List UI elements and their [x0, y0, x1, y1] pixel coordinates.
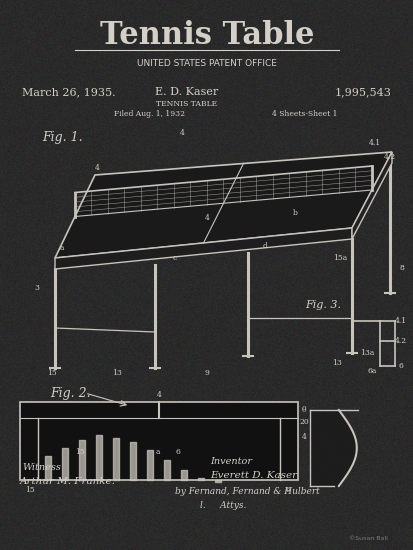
Text: TENNIS TABLE: TENNIS TABLE [156, 100, 217, 108]
Text: Fig. 1.: Fig. 1. [42, 131, 83, 145]
Text: θ: θ [301, 406, 306, 414]
Text: 3: 3 [34, 284, 39, 292]
Text: 15: 15 [47, 369, 57, 377]
Text: d: d [262, 242, 267, 250]
Text: 20: 20 [299, 418, 308, 426]
Text: UNITED STATES PATENT OFFICE: UNITED STATES PATENT OFFICE [137, 58, 276, 68]
Text: 15: 15 [75, 448, 85, 456]
Text: ©Susan Ball: ©Susan Ball [348, 536, 387, 541]
Text: a: a [59, 244, 64, 252]
Text: b: b [292, 209, 297, 217]
Text: 4: 4 [301, 433, 306, 441]
Text: 15: 15 [25, 486, 35, 494]
Text: 9: 9 [204, 369, 209, 377]
Polygon shape [55, 228, 351, 269]
Text: 6a: 6a [366, 367, 376, 375]
Text: E. D. Kaser: E. D. Kaser [155, 87, 218, 97]
Text: 4 Sheets-Sheet 1: 4 Sheets-Sheet 1 [272, 110, 337, 118]
Text: 4.1: 4.1 [394, 317, 406, 325]
Text: 4: 4 [204, 214, 209, 222]
Text: March 26, 1935.: March 26, 1935. [22, 87, 115, 97]
Text: Filed Aug. 1, 1932: Filed Aug. 1, 1932 [114, 110, 185, 118]
Text: Fig. 3.: Fig. 3. [304, 300, 340, 310]
Text: 4.2: 4.2 [394, 337, 406, 345]
Text: 13: 13 [331, 359, 341, 367]
Text: l.     Attys.: l. Attys. [199, 502, 246, 510]
Polygon shape [351, 152, 391, 239]
Text: 6: 6 [285, 486, 290, 494]
Text: 4.2: 4.2 [383, 153, 395, 161]
Polygon shape [55, 152, 391, 258]
Text: c: c [173, 254, 177, 262]
Text: Everett D. Kaser: Everett D. Kaser [209, 471, 297, 481]
Text: 4: 4 [156, 391, 161, 399]
Text: 4.1: 4.1 [368, 139, 380, 147]
Text: 13: 13 [112, 369, 122, 377]
Text: 4: 4 [94, 164, 99, 172]
Text: Arthur M. Franke.: Arthur M. Franke. [20, 477, 116, 487]
Text: 4: 4 [179, 129, 184, 137]
Text: Fig. 2.: Fig. 2. [50, 387, 90, 399]
Text: 6: 6 [175, 448, 180, 456]
Text: Inventor: Inventor [209, 458, 252, 466]
Text: 1,995,543: 1,995,543 [334, 87, 391, 97]
Text: 6: 6 [398, 362, 402, 370]
Text: 13a: 13a [359, 349, 373, 357]
Text: a: a [155, 448, 160, 456]
Text: 15a: 15a [332, 254, 346, 262]
Bar [20, 402, 297, 480]
Text: by Fernand, Fernand & Hulbert: by Fernand, Fernand & Hulbert [175, 487, 319, 497]
Text: Witness: Witness [22, 463, 61, 471]
Text: Tennis Table: Tennis Table [100, 20, 313, 52]
Text: 8: 8 [399, 264, 404, 272]
